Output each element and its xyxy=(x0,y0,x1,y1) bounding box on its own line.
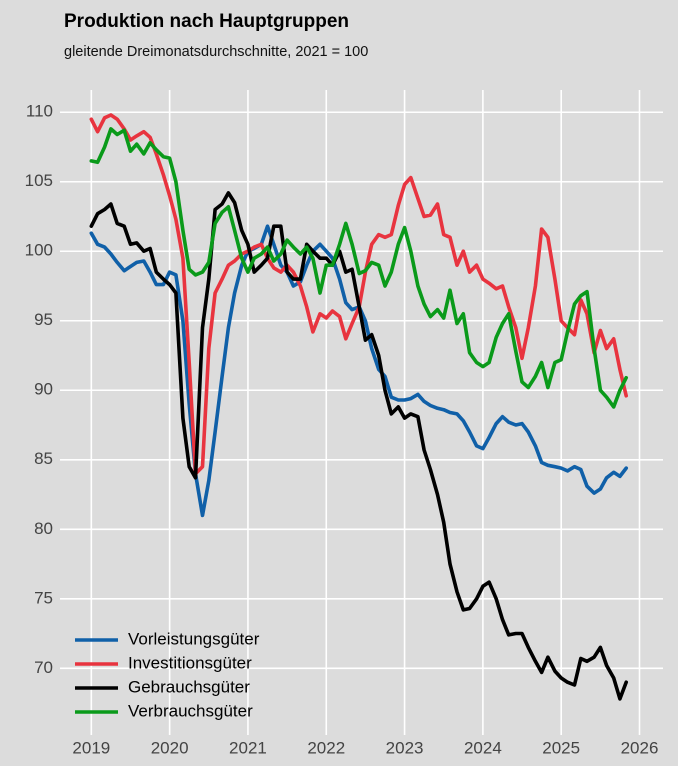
legend-label: Gebrauchsgüter xyxy=(128,677,250,696)
x-tick-label: 2020 xyxy=(151,738,189,757)
x-tick-label: 2024 xyxy=(464,738,502,757)
legend-label: Verbrauchsgüter xyxy=(128,701,253,720)
x-tick-label: 2021 xyxy=(229,738,267,757)
chart-title: Produktion nach Hauptgruppen xyxy=(64,11,349,32)
x-tick-label: 2019 xyxy=(72,738,110,757)
x-tick-label: 2023 xyxy=(386,738,424,757)
y-tick-label: 75 xyxy=(34,588,53,607)
series-line xyxy=(89,191,628,701)
y-tick-label: 110 xyxy=(26,102,53,121)
y-tick-label: 85 xyxy=(34,449,53,468)
y-tick-label: 90 xyxy=(34,380,53,399)
x-tick-label: 2026 xyxy=(621,738,659,757)
y-tick-label: 105 xyxy=(25,171,53,190)
chart-subtitle: gleitende Dreimonatsdurchschnitte, 2021 … xyxy=(64,44,368,60)
legend-label: Investitionsgüter xyxy=(128,653,252,672)
legend-label: Vorleistungsgüter xyxy=(128,629,260,648)
x-tick-label: 2025 xyxy=(542,738,580,757)
y-tick-label: 70 xyxy=(34,658,53,677)
series-line xyxy=(89,127,628,409)
y-tick-label: 80 xyxy=(34,519,53,538)
y-tick-label: 95 xyxy=(34,310,53,329)
y-tick-label: 100 xyxy=(25,241,53,260)
x-tick-label: 2022 xyxy=(307,738,345,757)
